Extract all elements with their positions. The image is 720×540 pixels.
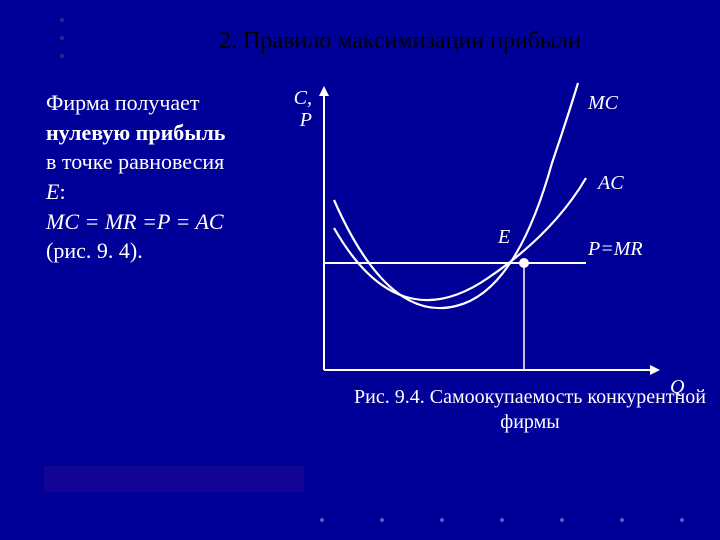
ac-label: AC [598, 172, 624, 195]
decorative-dots-bottom [320, 518, 684, 522]
body-line4: E [46, 179, 59, 204]
e-label: E [498, 226, 510, 249]
body-line6: (рис. 9. 4). [46, 238, 143, 263]
e-point [519, 258, 529, 268]
body-line3: в точке равновесия [46, 149, 224, 174]
body-text: Фирма получает нулевую прибыль в точке р… [46, 88, 276, 266]
body-line5: MC = MR =P = AC [46, 209, 224, 234]
mc-label: MC [588, 92, 618, 115]
chart-caption: Рис. 9.4. Самоокупаемость конкурентной ф… [350, 385, 710, 435]
page-title: 2. Правило максимизации прибыли [0, 28, 720, 55]
pmr-label: P=MR [588, 238, 643, 261]
body-line4-suffix: : [59, 179, 65, 204]
chart-area: C, P MC AC P=MR E Q [288, 78, 708, 408]
body-line1: Фирма получает [46, 90, 200, 115]
decorative-band-bottom [44, 466, 304, 492]
body-line2: нулевую прибыль [46, 120, 225, 145]
